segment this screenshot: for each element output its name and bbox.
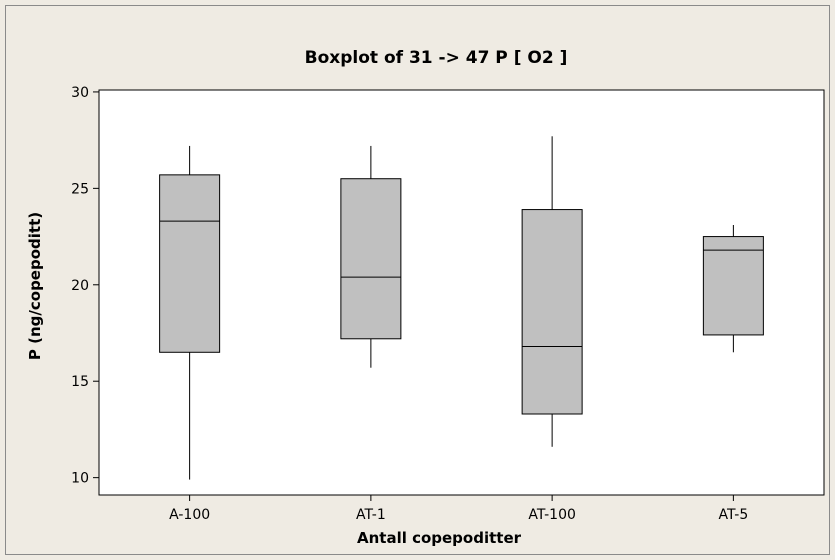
box-at-1 — [340, 145, 402, 368]
x-axis-label: Antall copepoditter — [357, 529, 522, 547]
y-axis: 10 15 20 25 30 — [71, 85, 99, 487]
y-tick-label: 30 — [71, 85, 89, 101]
iqr-box — [159, 174, 221, 353]
x-axis: A-100 AT-1 AT-100 AT-5 — [169, 495, 748, 523]
chart-title: Boxplot of 31 -> 47 P [ O2 ] — [305, 48, 568, 68]
boxplot-chart: Boxplot of 31 -> 47 P [ O2 ] 1015202530 … — [26, 48, 825, 547]
boxes-group — [159, 136, 764, 480]
iqr-box — [340, 178, 402, 340]
y-tick-label: 25 — [71, 181, 89, 197]
y-tick-label: 15 — [71, 374, 89, 390]
x-tick-label: AT-1 — [356, 507, 386, 523]
x-tick-label: AT-5 — [719, 507, 749, 523]
chart-frame: Boxplot of 31 -> 47 P [ O2 ] 10 15 20 25 30 … — [5, 5, 830, 555]
x-tick-label: AT-100 — [528, 507, 576, 523]
y-tick-label: 20 — [71, 278, 89, 294]
x-tick-label: A-100 — [169, 507, 210, 523]
box-at-100 — [521, 136, 583, 447]
box-a-100 — [159, 145, 221, 480]
iqr-box — [702, 236, 764, 336]
y-axis-label: P (ng/copepoditt) — [26, 212, 44, 360]
y-tick-label: 10 — [71, 471, 89, 487]
iqr-box — [521, 209, 583, 415]
box-at-5 — [702, 225, 764, 353]
